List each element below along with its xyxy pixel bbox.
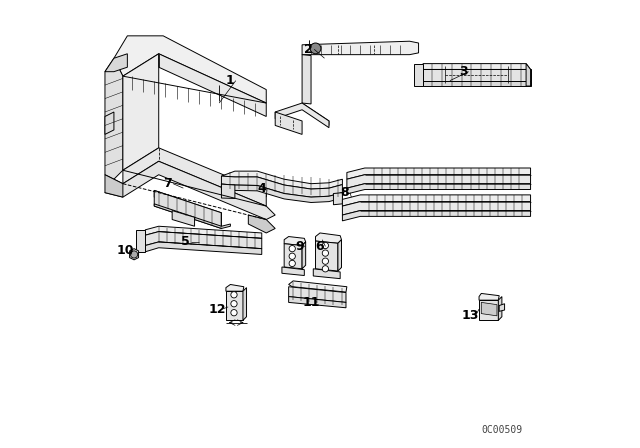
Polygon shape (479, 293, 499, 300)
Polygon shape (316, 241, 338, 271)
Circle shape (322, 242, 328, 249)
Polygon shape (333, 193, 342, 205)
Text: 5: 5 (181, 235, 190, 249)
Circle shape (322, 266, 328, 272)
Circle shape (310, 43, 321, 54)
Polygon shape (123, 148, 266, 206)
Polygon shape (105, 58, 123, 179)
Polygon shape (221, 171, 342, 189)
Polygon shape (481, 302, 497, 316)
Text: 4: 4 (257, 181, 266, 195)
Polygon shape (499, 304, 504, 311)
Text: 12: 12 (208, 302, 226, 316)
Text: 3: 3 (459, 65, 468, 78)
Polygon shape (105, 175, 123, 197)
Polygon shape (145, 242, 262, 254)
Polygon shape (423, 81, 531, 86)
Polygon shape (342, 195, 531, 206)
Circle shape (131, 251, 138, 258)
Polygon shape (338, 240, 342, 271)
Polygon shape (105, 161, 275, 220)
Polygon shape (526, 64, 531, 86)
Polygon shape (123, 54, 159, 170)
Polygon shape (289, 281, 347, 292)
Polygon shape (423, 64, 531, 69)
Circle shape (231, 292, 237, 298)
Polygon shape (342, 211, 531, 221)
Polygon shape (248, 215, 275, 233)
Polygon shape (275, 112, 302, 134)
Polygon shape (105, 112, 114, 134)
Text: 1: 1 (226, 74, 235, 87)
Polygon shape (314, 269, 340, 279)
Text: 13: 13 (461, 309, 479, 323)
Polygon shape (159, 54, 266, 116)
Polygon shape (414, 64, 423, 86)
Polygon shape (347, 175, 531, 188)
Polygon shape (154, 204, 230, 228)
Polygon shape (347, 168, 531, 179)
Polygon shape (154, 190, 221, 228)
Polygon shape (342, 202, 531, 215)
Polygon shape (145, 226, 262, 238)
Polygon shape (479, 300, 499, 320)
Polygon shape (289, 287, 346, 302)
Polygon shape (284, 237, 306, 246)
Polygon shape (284, 244, 302, 269)
Text: 10: 10 (116, 244, 134, 258)
Circle shape (289, 260, 295, 267)
Text: 0C00509: 0C00509 (481, 425, 522, 435)
Polygon shape (145, 232, 262, 249)
Polygon shape (136, 230, 145, 252)
Polygon shape (423, 69, 531, 81)
Polygon shape (302, 103, 329, 125)
Circle shape (231, 310, 237, 316)
Polygon shape (172, 211, 195, 226)
Polygon shape (347, 184, 531, 194)
Text: 11: 11 (302, 296, 320, 309)
Circle shape (322, 250, 328, 256)
Text: 6: 6 (316, 240, 324, 253)
Polygon shape (302, 55, 311, 104)
Polygon shape (316, 233, 342, 243)
Circle shape (231, 301, 237, 307)
Polygon shape (221, 176, 342, 197)
Polygon shape (302, 41, 419, 55)
Polygon shape (154, 190, 221, 220)
Text: 7: 7 (163, 177, 172, 190)
Polygon shape (226, 291, 243, 320)
Polygon shape (243, 288, 246, 320)
Text: 2: 2 (305, 43, 313, 56)
Polygon shape (499, 297, 502, 320)
Text: 9: 9 (296, 240, 304, 253)
Polygon shape (221, 184, 342, 202)
Polygon shape (289, 297, 346, 308)
Polygon shape (129, 249, 138, 260)
Polygon shape (105, 54, 127, 72)
Circle shape (289, 246, 295, 252)
Polygon shape (226, 284, 244, 291)
Polygon shape (114, 36, 266, 103)
Circle shape (322, 258, 328, 264)
Polygon shape (282, 267, 305, 276)
Polygon shape (302, 242, 306, 269)
Text: 8: 8 (340, 186, 349, 199)
Circle shape (289, 253, 295, 259)
Polygon shape (275, 103, 329, 128)
Polygon shape (221, 184, 235, 198)
